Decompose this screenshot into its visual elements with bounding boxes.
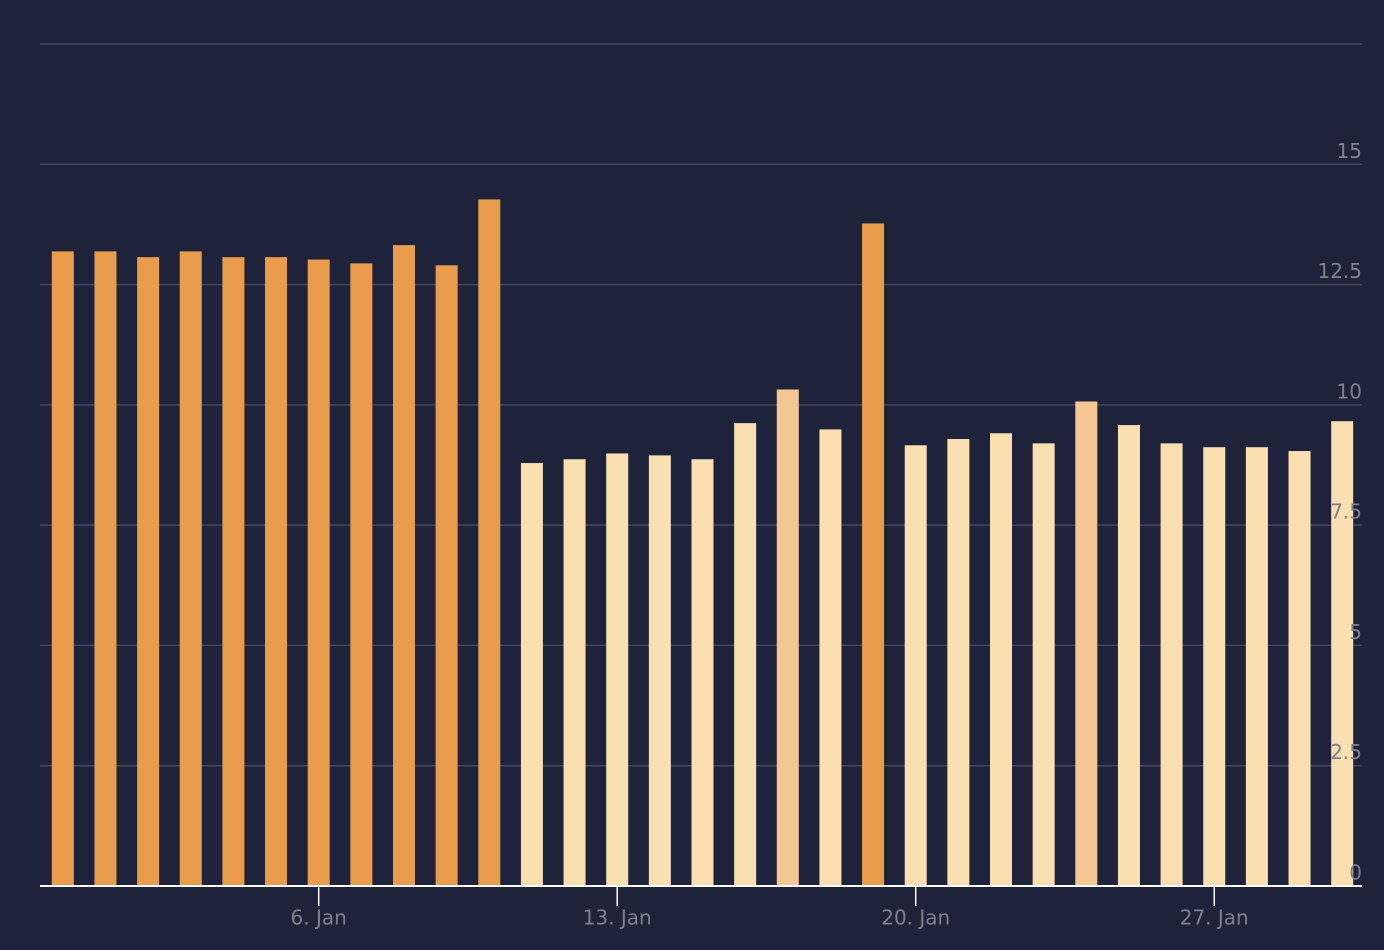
bar <box>265 257 288 887</box>
y-tick-label: 12.5 <box>1317 259 1362 283</box>
bar <box>606 453 629 886</box>
bar <box>137 257 160 887</box>
bar <box>904 445 927 886</box>
bar <box>1117 425 1140 886</box>
bar <box>648 455 671 886</box>
bar <box>94 251 117 887</box>
bar <box>1288 451 1311 886</box>
x-tick-label: 27. Jan <box>1180 906 1249 930</box>
bar <box>734 423 757 886</box>
bar <box>691 459 714 886</box>
bar <box>1032 443 1055 886</box>
bar <box>179 251 202 887</box>
bar <box>947 439 970 886</box>
bar <box>222 257 245 887</box>
y-tick-label: 15 <box>1337 139 1362 163</box>
bar <box>1245 447 1268 886</box>
bar <box>776 389 799 886</box>
y-tick-label: 5 <box>1349 620 1362 644</box>
y-tick-label: 10 <box>1337 379 1362 403</box>
bar <box>990 433 1013 886</box>
bar <box>1331 421 1354 886</box>
x-tick-label: 6. Jan <box>291 906 347 930</box>
bar <box>51 251 74 887</box>
y-tick-label: 7.5 <box>1330 500 1362 524</box>
bar <box>1160 443 1183 886</box>
bar <box>862 223 885 886</box>
bar <box>478 199 501 886</box>
bar <box>392 245 415 886</box>
bar <box>563 459 586 886</box>
bar <box>1075 401 1098 886</box>
bar <box>819 429 842 886</box>
bar <box>350 263 373 887</box>
x-tick-label: 13. Jan <box>583 906 652 930</box>
x-tick-label: 20. Jan <box>881 906 950 930</box>
y-tick-label: 2.5 <box>1330 740 1362 764</box>
bar <box>435 265 458 887</box>
bar <box>1203 447 1226 886</box>
y-tick-label: 0 <box>1349 861 1362 885</box>
bar <box>307 259 330 886</box>
bar <box>520 463 543 886</box>
